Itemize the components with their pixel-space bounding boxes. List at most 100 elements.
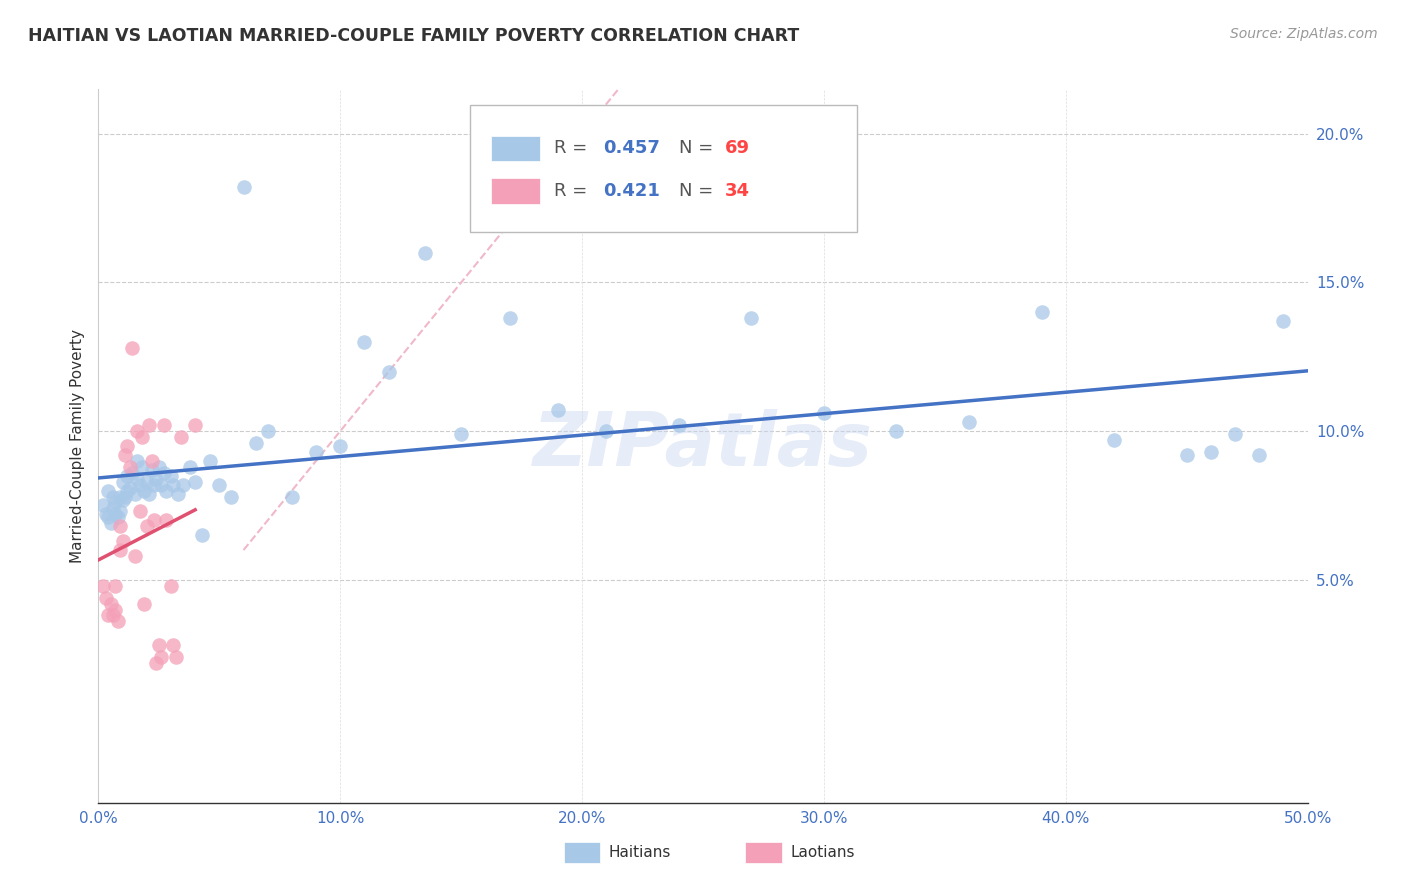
FancyBboxPatch shape xyxy=(745,842,782,863)
Point xyxy=(498,311,520,326)
Point xyxy=(413,245,436,260)
Point xyxy=(450,427,472,442)
Point xyxy=(117,468,139,483)
Point xyxy=(107,510,129,524)
Point xyxy=(108,490,131,504)
Point xyxy=(108,504,131,518)
Point xyxy=(152,418,174,433)
Point xyxy=(97,483,120,498)
Point xyxy=(127,472,149,486)
Point xyxy=(94,591,117,605)
Point xyxy=(101,490,124,504)
Point xyxy=(121,341,143,355)
Point xyxy=(184,418,207,433)
Point xyxy=(1031,305,1053,319)
Point xyxy=(134,483,156,498)
Point xyxy=(221,490,243,504)
Point xyxy=(198,454,221,468)
Point xyxy=(813,406,835,420)
Point xyxy=(143,477,166,491)
Point xyxy=(97,510,120,524)
Point xyxy=(104,579,127,593)
Point xyxy=(1249,448,1271,462)
Point xyxy=(172,477,194,491)
Point xyxy=(111,492,134,507)
Point xyxy=(101,608,124,623)
Point xyxy=(145,472,167,486)
Point xyxy=(104,495,127,509)
FancyBboxPatch shape xyxy=(564,842,600,863)
Point xyxy=(145,656,167,670)
Point xyxy=(155,483,177,498)
Point xyxy=(305,445,328,459)
Point xyxy=(118,481,141,495)
Point xyxy=(100,516,122,531)
Point xyxy=(127,454,149,468)
FancyBboxPatch shape xyxy=(492,178,540,204)
Text: ZIPatlas: ZIPatlas xyxy=(533,409,873,483)
Text: Laotians: Laotians xyxy=(790,846,855,860)
Text: R =: R = xyxy=(554,139,593,157)
Text: 69: 69 xyxy=(724,139,749,157)
Text: N =: N = xyxy=(679,182,718,200)
Point xyxy=(1102,433,1125,447)
FancyBboxPatch shape xyxy=(492,136,540,161)
Point xyxy=(138,486,160,500)
Point xyxy=(94,508,117,522)
Point xyxy=(124,486,146,500)
Point xyxy=(108,519,131,533)
Point xyxy=(114,490,136,504)
Point xyxy=(595,424,617,438)
Point xyxy=(155,513,177,527)
Point xyxy=(111,475,134,489)
Point xyxy=(208,477,231,491)
Point xyxy=(107,615,129,629)
Point xyxy=(232,180,254,194)
Point xyxy=(100,597,122,611)
Point xyxy=(121,466,143,480)
Text: Haitians: Haitians xyxy=(609,846,671,860)
Point xyxy=(108,543,131,558)
Point xyxy=(547,403,569,417)
Point xyxy=(135,519,157,533)
Point xyxy=(134,597,156,611)
Point xyxy=(162,638,184,652)
Point xyxy=(131,459,153,474)
Point xyxy=(114,448,136,462)
Point xyxy=(191,528,214,542)
Point xyxy=(141,463,163,477)
Point xyxy=(111,534,134,549)
Point xyxy=(91,499,114,513)
Y-axis label: Married-Couple Family Poverty: Married-Couple Family Poverty xyxy=(69,329,84,563)
Point xyxy=(150,477,173,491)
Point xyxy=(162,477,184,491)
Point xyxy=(128,477,150,491)
Point xyxy=(117,439,139,453)
Text: R =: R = xyxy=(554,182,593,200)
Point xyxy=(1175,448,1198,462)
Text: N =: N = xyxy=(679,139,718,157)
Point xyxy=(1223,427,1246,442)
Point xyxy=(957,415,980,429)
Point xyxy=(91,579,114,593)
Point xyxy=(117,483,139,498)
Point xyxy=(245,436,267,450)
Point xyxy=(353,334,375,349)
Point xyxy=(148,638,170,652)
Point xyxy=(1199,445,1222,459)
Point xyxy=(160,579,183,593)
FancyBboxPatch shape xyxy=(470,105,856,232)
Point xyxy=(97,608,120,623)
Point xyxy=(886,424,908,438)
Text: HAITIAN VS LAOTIAN MARRIED-COUPLE FAMILY POVERTY CORRELATION CHART: HAITIAN VS LAOTIAN MARRIED-COUPLE FAMILY… xyxy=(28,27,800,45)
Point xyxy=(150,650,173,665)
Point xyxy=(668,418,690,433)
Point xyxy=(152,466,174,480)
Point xyxy=(256,424,278,438)
Text: 0.457: 0.457 xyxy=(603,139,659,157)
Point xyxy=(104,508,127,522)
Text: Source: ZipAtlas.com: Source: ZipAtlas.com xyxy=(1230,27,1378,41)
Point xyxy=(135,475,157,489)
Point xyxy=(124,549,146,563)
Point xyxy=(118,459,141,474)
